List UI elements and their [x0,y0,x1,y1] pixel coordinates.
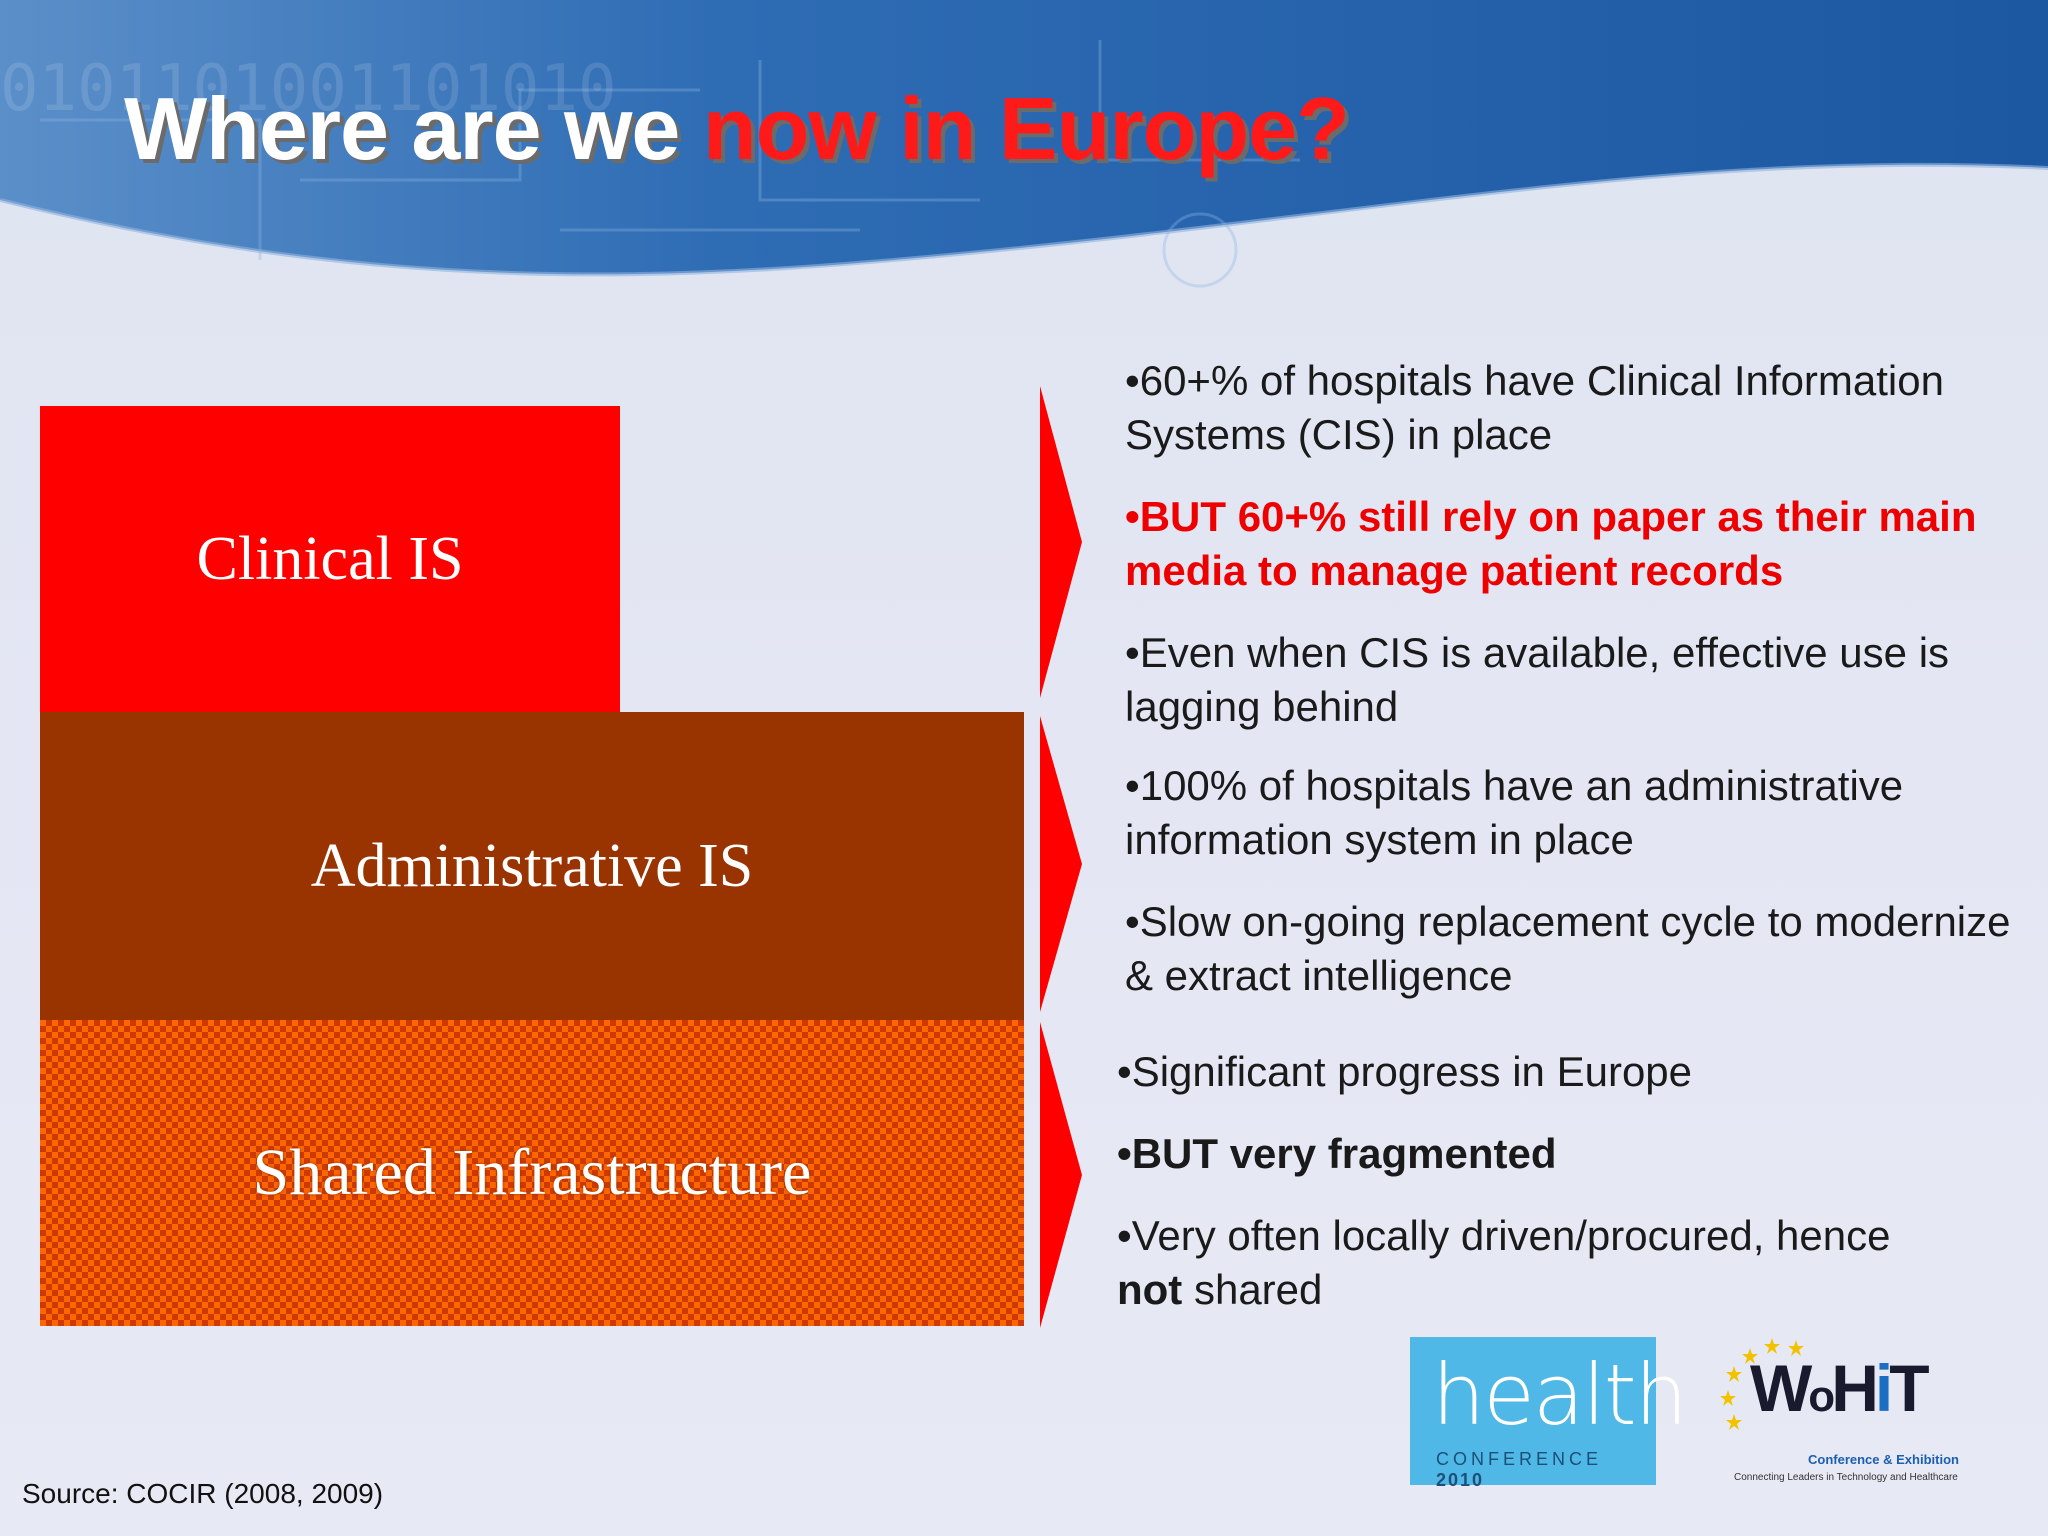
wohit-wordmark: WoHiT [1750,1350,1930,1426]
wohit-mark-t: T [1889,1351,1929,1425]
eu-stars-icon [1720,1338,1804,1430]
title-part-white: Where are we [124,79,703,178]
shared-infrastructure-block: Shared Infrastructure [40,1020,1024,1326]
health-logo-year: 2010 [1436,1470,1485,1490]
bullet-fragmented-text: •BUT very fragmented [1117,1130,1557,1177]
infrastructure-bullets: •Significant progress in Europe •BUT ver… [1117,1045,2017,1345]
source-citation: Source: COCIR (2008, 2009) [22,1478,384,1509]
pointer-arrows [1040,386,1082,1328]
health-logo-subtitle: CONFERENCE 2010 [1436,1449,1656,1491]
bullet-effective-use: •Even when CIS is available, effective u… [1125,629,1950,730]
wohit-mark-w: W [1750,1351,1812,1425]
wohit-mark-i: i [1874,1351,1893,1425]
wohit-tagline: Connecting Leaders in Technology and Hea… [1734,1472,1958,1483]
wohit-mark-o: o [1808,1372,1835,1421]
arrow-administrative-icon [1040,716,1082,1012]
administrative-is-block: Administrative IS [40,712,1024,1020]
wohit-logo: WoHiT Conference & Exhibition Connecting… [1706,1330,1966,1490]
clinical-is-label: Clinical IS [196,525,464,593]
header-banner: 0101101001101010 [0,0,2048,288]
page-title: Where are we now in Europe? [124,78,1350,180]
bullet-significant-progress: •Significant progress in Europe [1117,1048,1693,1095]
clinical-bullets: •60+% of hospitals have Clinical Informa… [1125,354,2025,762]
wohit-conference-label: Conference & Exhibition [1808,1452,1959,1467]
health-conference-logo: health CONFERENCE 2010 [1410,1337,1688,1490]
bullet-fragmented: •BUT very fragmented [1117,1127,2017,1181]
arrow-shared-icon [1040,1022,1082,1328]
health-logo-conference: CONFERENCE [1436,1449,1603,1469]
svg-text:0101101001101010: 0101101001101010 [0,52,617,126]
clinical-is-block: Clinical IS [40,406,620,713]
bullet-locally-driven-suffix: shared [1182,1266,1323,1313]
arrow-clinical-icon [1040,386,1082,698]
health-logo-word: health [1432,1346,1688,1444]
bullet-locally-driven: •Very often locally driven/procured, hen… [1117,1209,2017,1317]
administrative-bullets: •100% of hospitals have an administrativ… [1125,759,2025,1031]
bullet-cis-in-place: •60+% of hospitals have Clinical Informa… [1125,357,1944,458]
bullet-locally-driven-bold: not [1117,1266,1183,1313]
bullet-locally-driven-prefix: •Very often locally driven/procured, hen… [1117,1212,1891,1259]
bullet-paper-reliance: •BUT 60+% still rely on paper as their m… [1125,493,1977,594]
bullet-replacement-cycle: •Slow on-going replacement cycle to mode… [1125,898,2011,999]
bullet-admin-system: •100% of hospitals have an administrativ… [1125,762,1904,863]
administrative-is-label: Administrative IS [310,831,754,900]
wohit-mark-h: H [1831,1351,1879,1425]
title-part-red: now in Europe? [702,79,1350,178]
shared-infrastructure-label: Shared Infrastructure [252,1136,812,1209]
